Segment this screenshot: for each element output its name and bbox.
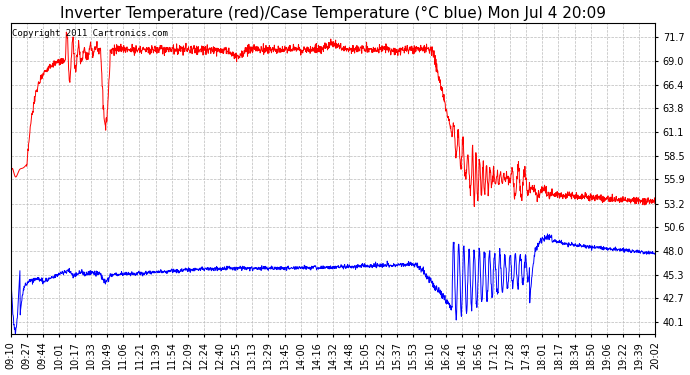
- Title: Inverter Temperature (red)/Case Temperature (°C blue) Mon Jul 4 20:09: Inverter Temperature (red)/Case Temperat…: [60, 6, 606, 21]
- Text: Copyright 2011 Cartronics.com: Copyright 2011 Cartronics.com: [12, 29, 168, 38]
